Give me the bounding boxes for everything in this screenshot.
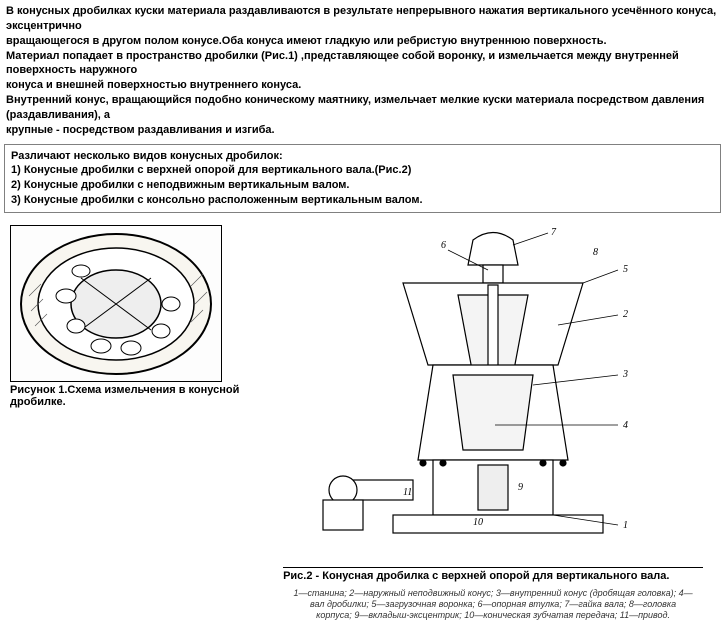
types-item: 2) Конусные дробилки с неподвижным верти… bbox=[11, 178, 714, 193]
types-item: 1) Конусные дробилки с верхней опорой дл… bbox=[11, 163, 714, 178]
svg-text:3: 3 bbox=[622, 369, 628, 380]
svg-text:2: 2 bbox=[623, 309, 628, 320]
svg-text:9: 9 bbox=[518, 482, 523, 493]
svg-text:8: 8 bbox=[593, 247, 598, 258]
intro-line: вращающегося в другом полом конусе.Оба к… bbox=[6, 34, 719, 49]
figure-2-caption: Рис.2 - Конусная дробилка с верхней опор… bbox=[283, 567, 703, 582]
svg-text:6: 6 bbox=[441, 240, 446, 251]
intro-line: Внутренний конус, вращающийся подобно ко… bbox=[6, 93, 719, 123]
svg-text:1: 1 bbox=[623, 520, 628, 531]
intro-line: конуса и внешней поверхностью внутреннег… bbox=[6, 78, 719, 93]
figure-1-caption: Рисунок 1.Схема измельчения в конусной д… bbox=[10, 384, 270, 408]
types-box: Различают несколько видов конусных дроби… bbox=[4, 144, 721, 213]
figure-1-drawing bbox=[10, 225, 222, 382]
intro-text: В конусных дробилках куски материала раз… bbox=[0, 0, 725, 142]
figure-2-drawing: 5 2 3 4 1 6 7 8 11 10 9 bbox=[283, 225, 703, 565]
svg-text:10: 10 bbox=[473, 517, 483, 528]
figure-1: Рисунок 1.Схема измельчения в конусной д… bbox=[10, 225, 270, 408]
svg-text:11: 11 bbox=[403, 487, 412, 498]
svg-text:7: 7 bbox=[551, 227, 557, 238]
types-heading: Различают несколько видов конусных дроби… bbox=[11, 149, 714, 164]
figures-area: Рисунок 1.Схема измельчения в конусной д… bbox=[0, 221, 725, 624]
svg-text:5: 5 bbox=[623, 264, 628, 275]
figure-2: 5 2 3 4 1 6 7 8 11 10 9 Рис.2 - Конусная… bbox=[283, 225, 703, 620]
intro-line: В конусных дробилках куски материала раз… bbox=[6, 4, 719, 34]
svg-text:4: 4 bbox=[623, 420, 628, 431]
intro-line: Материал попадает в пространство дробилк… bbox=[6, 49, 719, 79]
types-item: 3) Конусные дробилки с консольно располо… bbox=[11, 193, 714, 208]
intro-line: крупные - посредством раздавливания и из… bbox=[6, 123, 719, 138]
